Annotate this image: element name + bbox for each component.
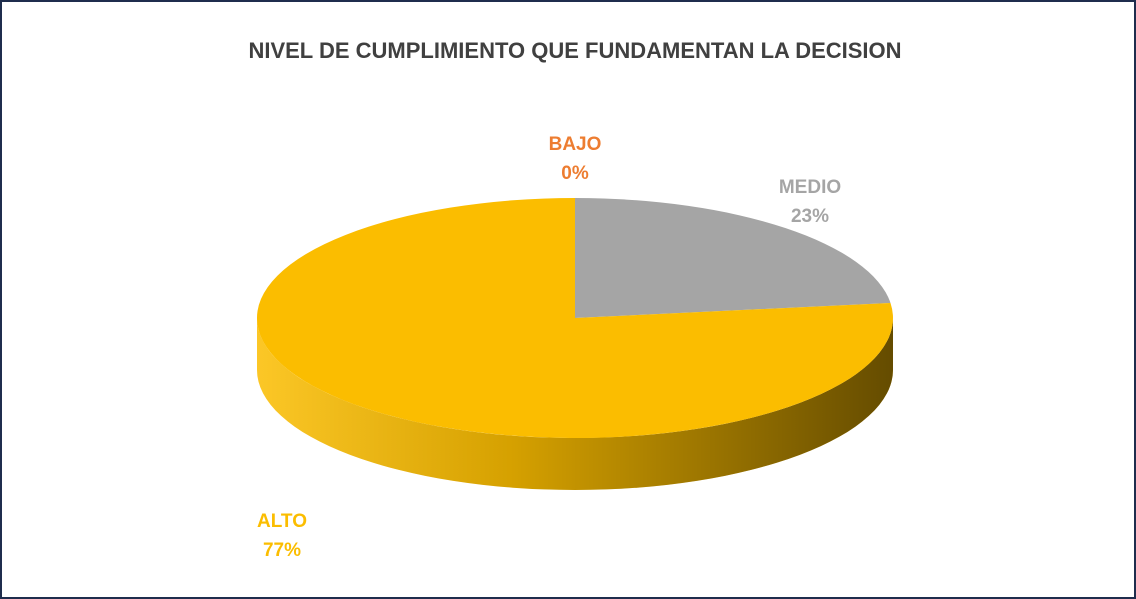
data-label-name: ALTO xyxy=(257,511,307,532)
slice xyxy=(575,198,891,318)
data-label-value: 23% xyxy=(791,206,829,227)
data-label-name: MEDIO xyxy=(779,177,841,198)
slice xyxy=(257,198,893,438)
data-label-value: 0% xyxy=(561,163,589,184)
data-label-value: 77% xyxy=(263,540,301,561)
slice-side-shade xyxy=(257,318,893,490)
chart-title: NIVEL DE CUMPLIMIENTO QUE FUNDAMENTAN LA… xyxy=(248,38,901,63)
data-label-name: BAJO xyxy=(549,134,602,155)
